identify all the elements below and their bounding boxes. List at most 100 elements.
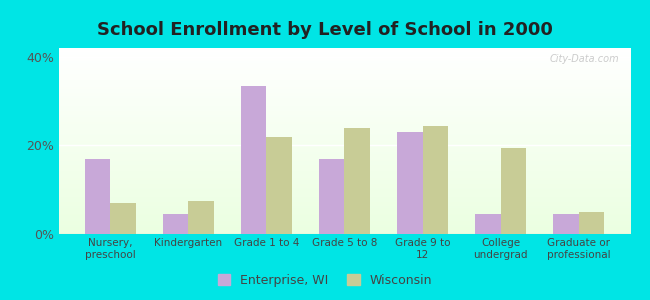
Bar	[58, 65, 630, 67]
Bar	[58, 128, 630, 130]
Bar	[58, 154, 630, 156]
Bar	[58, 167, 630, 169]
Bar	[58, 158, 630, 160]
Bar	[58, 93, 630, 94]
Bar	[58, 117, 630, 119]
Bar	[58, 137, 630, 139]
Bar	[58, 56, 630, 57]
Bar	[58, 130, 630, 132]
Bar	[58, 228, 630, 230]
Bar	[553, 214, 578, 234]
Bar	[58, 48, 630, 50]
Bar	[58, 68, 630, 70]
Bar	[58, 195, 630, 197]
Bar	[58, 152, 630, 154]
Bar	[58, 171, 630, 172]
Bar	[58, 197, 630, 199]
Bar	[58, 206, 630, 208]
Bar	[396, 132, 422, 234]
Bar	[58, 83, 630, 85]
Bar	[58, 202, 630, 204]
Bar	[58, 176, 630, 178]
Bar	[58, 221, 630, 223]
Text: City-Data.com: City-Data.com	[549, 54, 619, 64]
Bar	[58, 172, 630, 175]
Bar	[58, 160, 630, 161]
Bar	[58, 150, 630, 152]
Bar	[58, 80, 630, 82]
Bar	[58, 210, 630, 212]
Bar	[58, 67, 630, 68]
Bar	[58, 139, 630, 141]
Bar	[58, 204, 630, 206]
Bar	[58, 232, 630, 234]
Bar	[58, 223, 630, 225]
Bar	[58, 59, 630, 61]
Bar	[58, 169, 630, 171]
Bar	[58, 145, 630, 147]
Bar	[58, 113, 630, 115]
Bar	[188, 201, 214, 234]
Bar	[58, 119, 630, 121]
Bar	[58, 85, 630, 87]
Bar	[58, 61, 630, 63]
Bar	[58, 72, 630, 74]
Bar	[475, 214, 500, 234]
Bar	[58, 165, 630, 167]
Bar	[58, 104, 630, 106]
Bar	[58, 212, 630, 214]
Bar	[58, 98, 630, 100]
Bar	[58, 217, 630, 219]
Legend: Enterprise, WI, Wisconsin: Enterprise, WI, Wisconsin	[214, 270, 436, 291]
Bar	[58, 89, 630, 91]
Bar	[58, 188, 630, 189]
Bar	[58, 161, 630, 163]
Bar	[84, 159, 110, 234]
Bar	[162, 214, 188, 234]
Bar	[578, 212, 604, 234]
Bar	[58, 94, 630, 96]
Bar	[58, 135, 630, 137]
Bar	[58, 189, 630, 191]
Bar	[58, 199, 630, 200]
Bar	[58, 107, 630, 110]
Bar	[58, 106, 630, 107]
Bar	[58, 184, 630, 186]
Bar	[58, 111, 630, 113]
Bar	[58, 82, 630, 83]
Bar	[58, 91, 630, 93]
Bar	[58, 200, 630, 202]
Bar	[111, 203, 136, 234]
Bar	[58, 219, 630, 221]
Bar	[58, 110, 630, 111]
Bar	[58, 141, 630, 143]
Bar	[58, 57, 630, 59]
Bar	[58, 52, 630, 54]
Bar	[58, 148, 630, 150]
Bar	[58, 96, 630, 98]
Bar	[58, 124, 630, 126]
Bar	[58, 191, 630, 193]
Bar	[58, 70, 630, 72]
Bar	[58, 76, 630, 78]
Bar	[58, 102, 630, 104]
Bar	[58, 122, 630, 124]
Bar	[58, 193, 630, 195]
Bar	[500, 148, 526, 234]
Bar	[58, 156, 630, 158]
Bar	[318, 159, 344, 234]
Bar	[58, 147, 630, 148]
Bar	[58, 126, 630, 128]
Bar	[58, 121, 630, 122]
Bar	[344, 128, 370, 234]
Bar	[58, 132, 630, 134]
Bar	[58, 215, 630, 217]
Bar	[58, 182, 630, 184]
Bar	[58, 54, 630, 56]
Bar	[58, 143, 630, 145]
Bar	[58, 226, 630, 228]
Bar	[422, 125, 448, 234]
Bar	[58, 50, 630, 52]
Bar	[58, 186, 630, 188]
Bar	[58, 230, 630, 232]
